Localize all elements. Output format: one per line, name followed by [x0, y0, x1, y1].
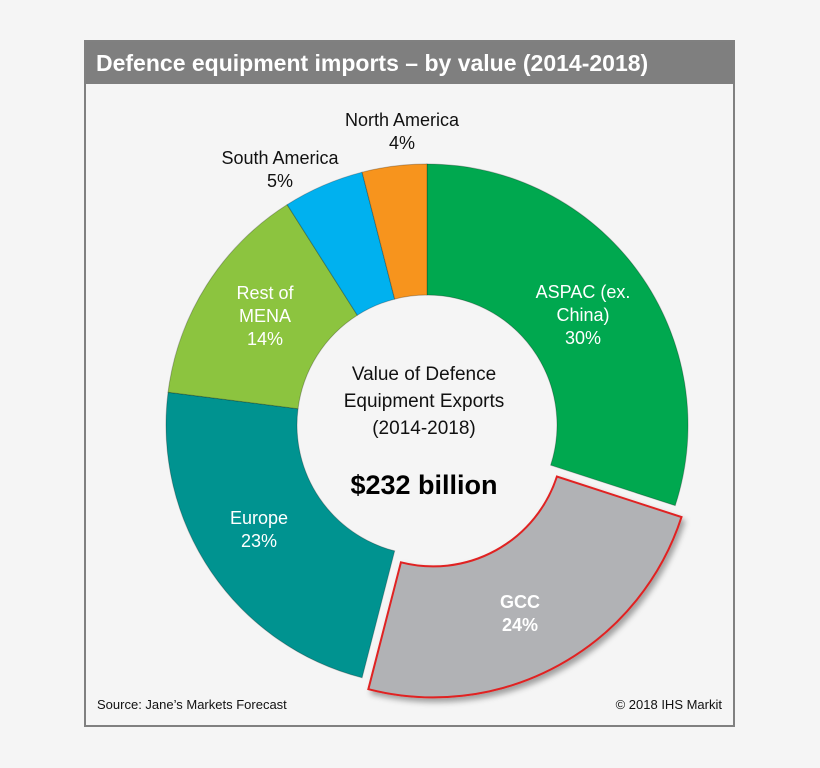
center-line: Value of Defence	[351, 364, 497, 385]
center-total: $232 billion	[350, 470, 498, 500]
label-line: Europe	[229, 508, 289, 528]
chart-title: Defence equipment imports – by value (20…	[86, 42, 733, 84]
label-line: GCC	[500, 592, 540, 612]
label-line: 24%	[501, 615, 539, 635]
source-note: Source: Jane’s Markets Forecast	[97, 697, 287, 712]
data-label-europe: Europe 23%	[230, 507, 288, 553]
label-line: 30%	[564, 328, 602, 348]
label-line: 5%	[266, 171, 293, 191]
label-line: North America	[344, 110, 460, 130]
label-line: South America	[221, 148, 339, 168]
donut-slice-europe	[165, 391, 396, 679]
data-label-south-america: South America 5%	[221, 147, 338, 193]
copyright-note: © 2018 IHS Markit	[615, 697, 722, 712]
label-line: China)	[556, 305, 610, 325]
donut-slice-rest-of-mena	[167, 203, 359, 410]
data-label-north-america: North America 4%	[345, 109, 459, 155]
donut-slice-north-america	[361, 163, 428, 300]
label-line: 23%	[240, 531, 278, 551]
label-line: ASPAC (ex.	[535, 282, 631, 302]
label-line: 4%	[388, 133, 416, 153]
center-line: (2014-2018)	[372, 418, 476, 439]
donut-slice-aspac-ex-china	[426, 163, 689, 507]
label-line: Rest of	[236, 283, 294, 303]
label-line: MENA	[238, 306, 291, 326]
donut-slice-gcc	[367, 475, 683, 699]
data-label-gcc: GCC 24%	[500, 591, 540, 637]
center-line: Equipment Exports	[343, 391, 505, 412]
data-label-aspac: ASPAC (ex. China) 30%	[536, 281, 631, 350]
data-label-rest-of-mena: Rest of MENA 14%	[236, 282, 293, 351]
center-caption: Value of Defence Equipment Exports (2014…	[344, 361, 505, 442]
label-line: 14%	[246, 329, 284, 349]
